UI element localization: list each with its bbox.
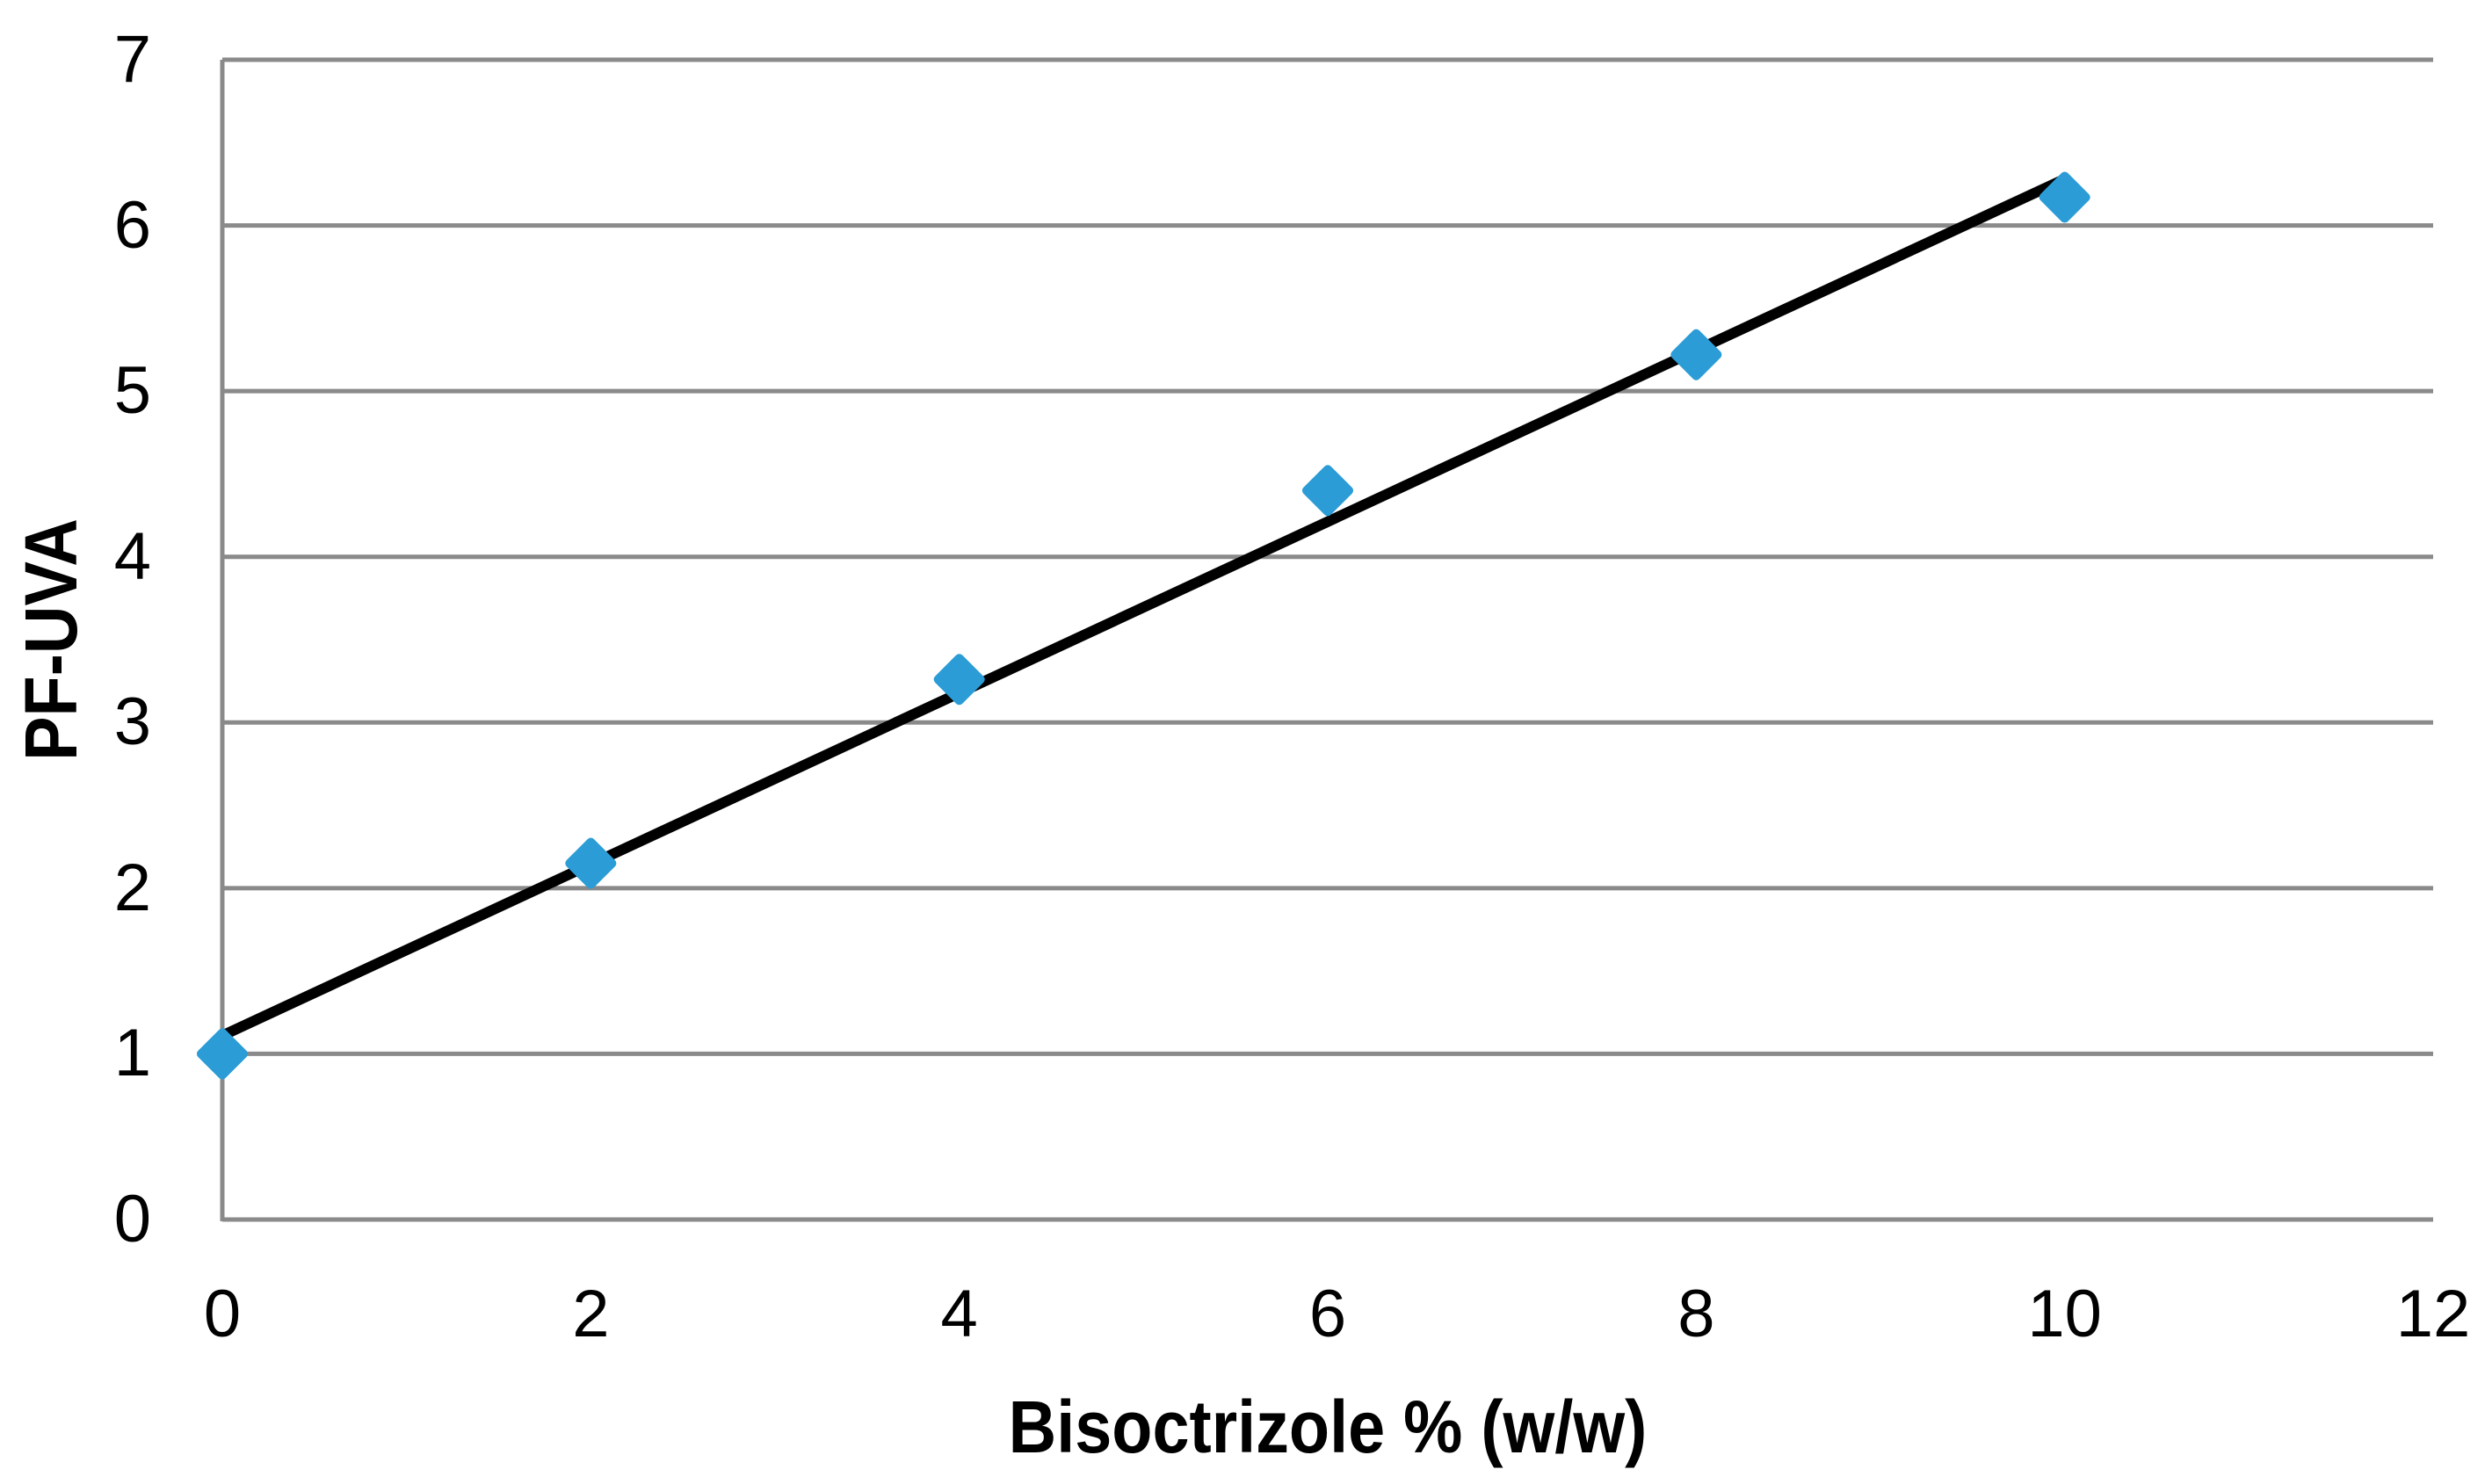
trendline	[220, 174, 2068, 1041]
data-point-diamond	[933, 654, 985, 706]
data-point-diamond	[1301, 465, 1354, 517]
y-tick-label: 3	[113, 684, 151, 760]
x-tick-label: 8	[1677, 1277, 1715, 1351]
data-point-diamond	[1670, 329, 1722, 380]
y-tick-label: 7	[113, 22, 151, 97]
y-tick-label: 5	[113, 353, 151, 429]
y-axis-title: PF-UVA	[10, 518, 92, 761]
x-tick-label: 6	[1308, 1277, 1347, 1351]
x-tick-label: 2	[572, 1277, 610, 1351]
y-tick-label: 1	[113, 1016, 151, 1091]
data-point-diamond	[196, 1028, 249, 1080]
x-tick-label: 10	[2027, 1277, 2102, 1351]
x-axis-title: Bisoctrizole % (w/w)	[1008, 1386, 1648, 1468]
y-tick-label: 6	[113, 187, 151, 263]
y-tick-label: 4	[113, 518, 151, 594]
data-point-diamond	[2039, 171, 2090, 223]
x-tick-label: 12	[2395, 1277, 2471, 1351]
y-tick-label: 2	[113, 850, 151, 925]
x-tick-label: 4	[940, 1277, 978, 1351]
y-tick-label: 0	[113, 1182, 151, 1256]
x-tick-label: 0	[203, 1277, 242, 1351]
data-point-diamond	[565, 837, 617, 889]
